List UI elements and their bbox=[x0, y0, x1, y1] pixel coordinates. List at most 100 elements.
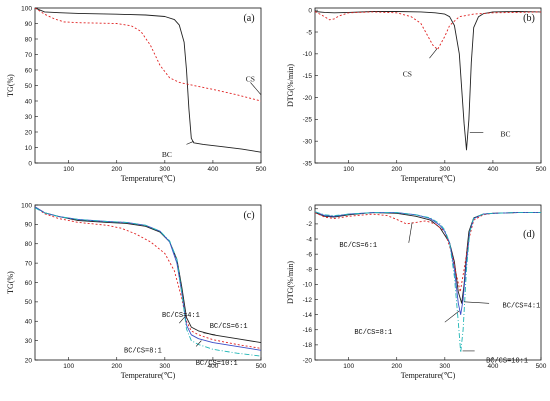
annotation-label: CS bbox=[403, 70, 412, 79]
x-tick-label: 200 bbox=[111, 166, 122, 173]
y-tick-label: 70 bbox=[25, 52, 33, 59]
plot-frame bbox=[314, 204, 542, 361]
series-line-bc-cs-8-1 bbox=[315, 211, 541, 316]
y-tick-label: 0 bbox=[308, 206, 312, 213]
x-tick-label: 100 bbox=[343, 363, 354, 370]
annotation-leader bbox=[250, 82, 262, 95]
y-tick-label: 90 bbox=[25, 222, 33, 229]
panel-d: 100 200 300 400 500 0 -2 -4 -6 -8 -10 -12 -14 -16 -18 -… bbox=[286, 204, 547, 380]
annotation-label: BC/CS=4:1 bbox=[162, 312, 200, 320]
y-tick-label: 50 bbox=[25, 299, 33, 306]
y-tick-label: 70 bbox=[25, 260, 33, 267]
y-tick-label: -25 bbox=[303, 117, 313, 124]
annotation-label: BC/CS=10:1 bbox=[486, 357, 528, 365]
annotation-label: CS bbox=[246, 75, 255, 84]
y-tick-label: -16 bbox=[303, 327, 313, 334]
series-line-bc-cs-10-1 bbox=[35, 207, 261, 357]
panel-letter: (d) bbox=[523, 229, 535, 240]
x-tick-label: 200 bbox=[391, 363, 402, 370]
x-tick-label: 100 bbox=[343, 166, 354, 173]
plot-frame bbox=[34, 7, 262, 164]
x-axis-label: Temperature(℃) bbox=[401, 371, 456, 380]
panel-letter: (b) bbox=[523, 13, 535, 24]
x-axis-label: Temperature(℃) bbox=[121, 371, 176, 380]
x-tick-label: 500 bbox=[256, 166, 267, 173]
x-tick-label: 400 bbox=[487, 363, 498, 370]
y-tick-label: 40 bbox=[25, 98, 33, 105]
y-tick-label: 0 bbox=[308, 7, 312, 14]
x-axis-label: Temperature(℃) bbox=[121, 174, 176, 183]
x-axis-label: Temperature(℃) bbox=[401, 174, 456, 183]
y-tick-label: -5 bbox=[306, 29, 312, 36]
panel-letter: (c) bbox=[243, 210, 254, 221]
y-tick-label: -14 bbox=[303, 312, 313, 319]
series-line-bc bbox=[35, 8, 261, 153]
y-tick-label: 10 bbox=[25, 145, 33, 152]
x-tick-label: 500 bbox=[256, 363, 267, 370]
annotation-leader bbox=[429, 48, 438, 59]
x-tick-label: 400 bbox=[207, 166, 218, 173]
series-group bbox=[315, 211, 541, 353]
y-tick-label: -20 bbox=[303, 357, 313, 364]
x-tick-label: 100 bbox=[63, 363, 74, 370]
x-tick-label: 200 bbox=[111, 363, 122, 370]
annotation-leader bbox=[408, 222, 413, 243]
annotation-label: BC/CS=8:1 bbox=[124, 347, 162, 355]
y-axis-label: TG(%) bbox=[6, 271, 15, 294]
annotation-label: BC/CS=4:1 bbox=[503, 302, 541, 310]
y-tick-label: -8 bbox=[306, 267, 312, 274]
y-tick-label: -10 bbox=[303, 282, 313, 289]
y-tick-label: -6 bbox=[306, 251, 312, 258]
y-tick-label: 30 bbox=[25, 114, 33, 121]
annotation-label: BC/CS=8:1 bbox=[354, 329, 392, 337]
y-tick-label: 60 bbox=[25, 280, 33, 287]
panel-b: 100 200 300 400 500 0 -5 -10 -15 -20 -25 -30 -35 Temp… bbox=[286, 7, 547, 183]
y-tick-label: 0 bbox=[28, 160, 32, 167]
y-tick-label: 40 bbox=[25, 319, 33, 326]
y-tick-label: 20 bbox=[25, 357, 33, 364]
series-line-bc-cs-6-1 bbox=[35, 206, 261, 349]
annotation-label: BC bbox=[501, 129, 511, 138]
y-tick-label: -18 bbox=[303, 342, 313, 349]
panel-letter: (a) bbox=[243, 13, 254, 24]
plot-frame bbox=[314, 7, 542, 164]
x-tick-label: 500 bbox=[536, 363, 547, 370]
series-line-bc-cs-6-1 bbox=[315, 212, 541, 293]
y-tick-label: 100 bbox=[21, 202, 32, 209]
y-tick-label: 90 bbox=[25, 21, 33, 28]
x-tick-label: 100 bbox=[63, 166, 74, 173]
y-tick-label: -4 bbox=[306, 236, 312, 243]
annotation-leader bbox=[179, 315, 187, 324]
x-tick-label: 300 bbox=[159, 363, 170, 370]
x-tick-label: 400 bbox=[207, 363, 218, 370]
panel-c: 100 200 300 400 500 20 30 40 50 60 70 80 90 100 Temper… bbox=[6, 202, 267, 380]
y-tick-label: 80 bbox=[25, 241, 33, 248]
x-tick-label: 200 bbox=[391, 166, 402, 173]
y-axis-label: DTG(%/min) bbox=[286, 261, 295, 304]
y-tick-label: 30 bbox=[25, 338, 33, 345]
x-tick-label: 300 bbox=[439, 363, 450, 370]
y-axis-label: DTG(%/min) bbox=[286, 64, 295, 107]
series-line-bc-cs-4-1 bbox=[315, 212, 541, 304]
y-tick-label: 20 bbox=[25, 129, 33, 136]
y-tick-label: 60 bbox=[25, 67, 33, 74]
annotation-label: BC/CS=6:1 bbox=[210, 323, 248, 331]
y-tick-label: -30 bbox=[303, 138, 313, 145]
panel-a: 100 200 300 400 500 0 10 20 30 40 50 60 70 80 90 100 Tem… bbox=[6, 5, 267, 183]
y-tick-label: 50 bbox=[25, 83, 33, 90]
annotation-label: BC bbox=[162, 150, 172, 159]
annotation-leader bbox=[186, 141, 194, 145]
y-tick-label: -35 bbox=[303, 160, 313, 167]
x-tick-label: 400 bbox=[487, 166, 498, 173]
y-tick-label: -2 bbox=[306, 221, 312, 228]
series-group bbox=[35, 206, 261, 357]
y-tick-label: -15 bbox=[303, 73, 313, 80]
y-axis-label: TG(%) bbox=[6, 74, 15, 97]
annotation-label: BC/CS=6:1 bbox=[339, 242, 377, 250]
y-tick-label: -20 bbox=[303, 95, 313, 102]
annotation-label: BC/CS=10:1 bbox=[196, 360, 238, 368]
y-tick-label: -10 bbox=[303, 51, 313, 58]
annotation-leader bbox=[444, 310, 460, 323]
series-group bbox=[35, 8, 261, 153]
